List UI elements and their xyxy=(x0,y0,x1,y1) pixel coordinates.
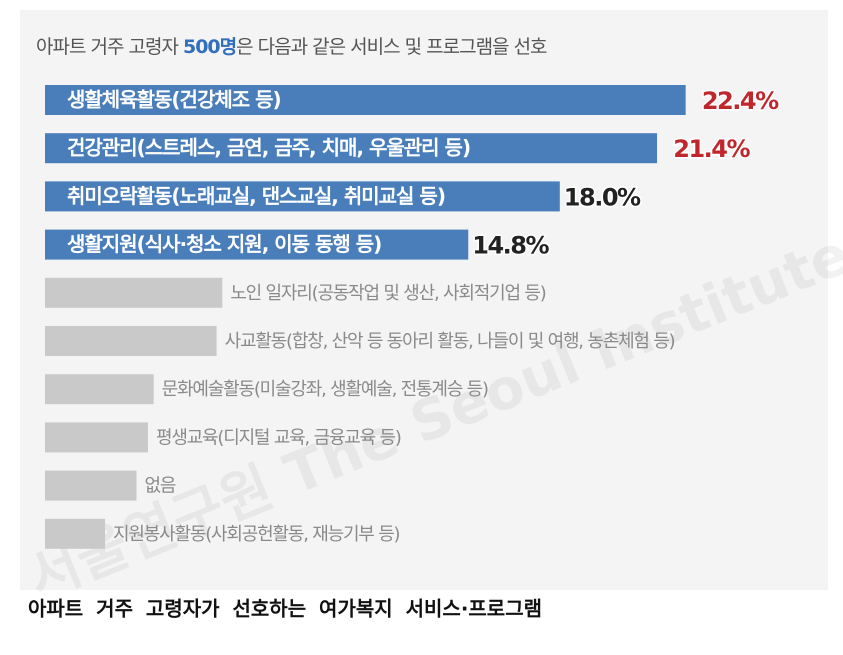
bar xyxy=(45,133,658,164)
title-part: 아파트 거주 고령자 xyxy=(36,36,183,58)
category-label: 없음 xyxy=(145,476,176,497)
category-label: 평생교육(디지털 교육, 금융교육 등) xyxy=(156,427,401,448)
bar xyxy=(45,326,217,356)
caption: 아파트 거주 고령자가 선호하는 여가복지 서비스·프로그램 xyxy=(28,597,542,621)
chart-title: 아파트 거주 고령자 500명은 다음과 같은 서비스 및 프로그램을 선호 xyxy=(36,36,547,58)
category-label: 생활체육활동(건강체조 등) xyxy=(67,88,281,112)
category-label: 지원봉사활동(사회공헌활동, 재능기부 등) xyxy=(113,524,400,545)
bar xyxy=(45,85,686,115)
bar xyxy=(45,422,148,453)
bar xyxy=(45,277,223,308)
category-label: 생활지원(식사·청소 지원, 이동 동행 등) xyxy=(67,232,381,256)
value-label: 14.8% xyxy=(472,232,549,260)
bar xyxy=(45,470,137,501)
value-label: 18.0% xyxy=(564,183,641,211)
bar xyxy=(45,181,560,212)
category-label: 노인 일자리(공동작업 및 생산, 사회적기업 등) xyxy=(230,283,545,304)
title-highlight: 500명 xyxy=(183,36,236,58)
category-label: 문화예술활동(미술강좌, 생활예술, 전통계승 등) xyxy=(162,379,488,400)
bar xyxy=(45,229,469,260)
bar xyxy=(45,518,106,549)
value-label: 21.4% xyxy=(673,135,750,163)
category-label: 취미오락활동(노래교실, 댄스교실, 취미교실 등) xyxy=(67,184,445,208)
bar xyxy=(45,374,154,405)
category-label: 건강관리(스트레스, 금연, 금주, 치매, 우울관리 등) xyxy=(67,136,470,160)
value-label: 22.4% xyxy=(702,87,779,115)
category-label: 사교활동(합창, 산악 등 동아리 활동, 나들이 및 여행, 농촌체험 등) xyxy=(225,331,675,352)
title-part: 은 다음과 같은 서비스 및 프로그램을 선호 xyxy=(236,36,547,58)
